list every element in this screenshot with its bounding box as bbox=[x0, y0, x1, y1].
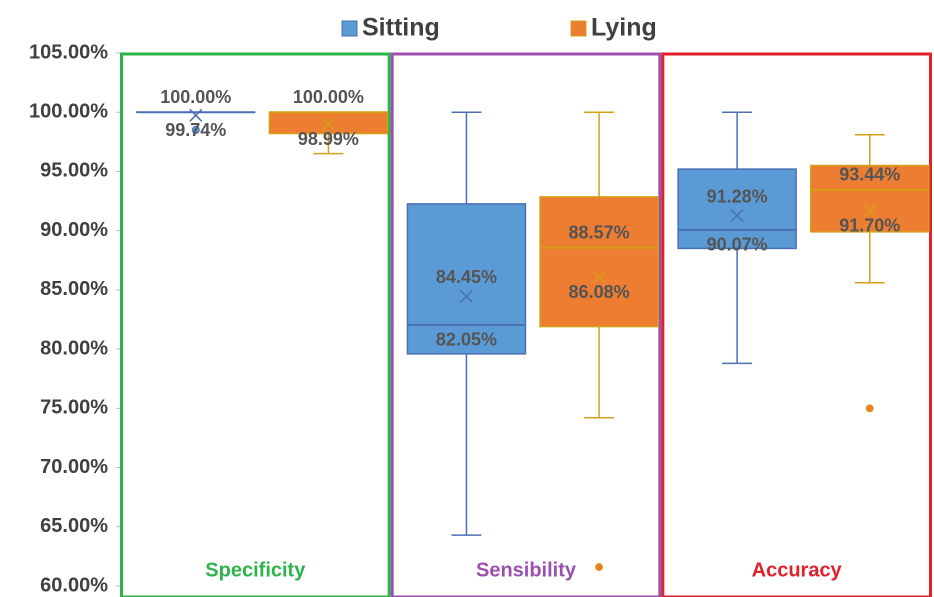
mean-marker bbox=[321, 117, 335, 131]
y-tick-label: 60.00% bbox=[40, 574, 108, 596]
box bbox=[406, 203, 527, 355]
median-label: 82.05% bbox=[436, 330, 497, 350]
median-label: 90.07% bbox=[707, 235, 768, 255]
mean-marker bbox=[189, 108, 203, 122]
box bbox=[539, 196, 659, 328]
category-panel bbox=[661, 52, 932, 597]
y-tick-label: 65.00% bbox=[40, 515, 108, 537]
legend-label: Sitting bbox=[362, 14, 440, 42]
legend-swatch bbox=[341, 20, 358, 37]
median-label: 88.57% bbox=[569, 222, 630, 242]
y-tick-label: 75.00% bbox=[40, 397, 108, 419]
y-tick-label: 105.00% bbox=[29, 41, 108, 63]
mean-label: 98.99% bbox=[298, 129, 359, 149]
category-panel bbox=[390, 52, 662, 597]
category-label: Accuracy bbox=[752, 559, 843, 581]
median-label: 100.00% bbox=[293, 87, 364, 107]
outlier bbox=[191, 125, 200, 134]
mean-label: 91.70% bbox=[839, 215, 900, 235]
mean-label: 99.74% bbox=[165, 120, 226, 140]
box bbox=[809, 164, 930, 233]
legend-label: Lying bbox=[591, 14, 657, 42]
category-label: Sensibility bbox=[476, 559, 577, 581]
y-tick-label: 90.00% bbox=[40, 219, 108, 241]
mean-marker bbox=[863, 204, 877, 218]
y-tick-label: 100.00% bbox=[29, 101, 108, 123]
outlier bbox=[595, 563, 604, 572]
mean-label: 86.08% bbox=[569, 282, 630, 302]
mean-marker bbox=[730, 208, 744, 223]
mean-label: 84.45% bbox=[436, 267, 497, 287]
legend-swatch bbox=[570, 20, 587, 37]
mean-marker bbox=[592, 270, 606, 284]
y-tick-label: 70.00% bbox=[40, 456, 108, 478]
median-label: 93.44% bbox=[839, 165, 900, 185]
median-label: 100.00% bbox=[160, 87, 231, 107]
category-label: Specificity bbox=[205, 559, 306, 581]
y-tick-label: 95.00% bbox=[40, 160, 108, 182]
y-tick-label: 85.00% bbox=[40, 278, 108, 300]
mean-marker bbox=[459, 289, 473, 303]
y-tick-label: 80.00% bbox=[40, 337, 108, 359]
category-panel bbox=[120, 52, 391, 597]
box bbox=[677, 168, 797, 250]
mean-label: 91.28% bbox=[707, 186, 768, 206]
outlier bbox=[865, 404, 874, 413]
